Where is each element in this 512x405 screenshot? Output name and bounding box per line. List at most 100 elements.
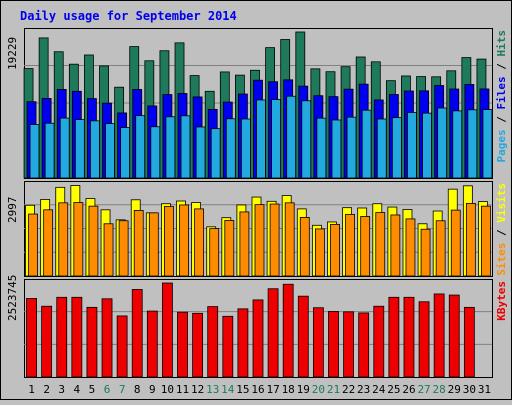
- bar-pages-6: [105, 123, 115, 179]
- x-tick-label: 31: [478, 383, 491, 396]
- panel-legend: Sites / Visits: [495, 183, 508, 276]
- x-tick-label: 13: [206, 383, 219, 396]
- x-tick-label: 8: [134, 383, 141, 396]
- x-tick-label: 29: [448, 383, 461, 396]
- bar-kbytes-8: [131, 289, 143, 378]
- bar-kbytes-22: [343, 311, 354, 378]
- bar-sites-22: [345, 213, 355, 277]
- bar-kbytes-29: [448, 294, 460, 378]
- x-tick-label: 7: [119, 383, 126, 396]
- bar-kbytes-21: [328, 311, 339, 378]
- bar-pages-18: [286, 95, 297, 179]
- bar-sites-24: [375, 212, 386, 277]
- bar-sites-4: [73, 202, 84, 277]
- x-tick-label: 14: [221, 383, 235, 396]
- panel-max-label: 2997: [6, 197, 19, 224]
- panel-visits-sites: 2997 Sites / Visits: [6, 181, 508, 277]
- x-tick-label: 5: [89, 383, 96, 396]
- bar-pages-22: [346, 116, 357, 179]
- panel-hits-files-pages: 19229 Pages / Files / Hits: [6, 28, 508, 179]
- bar-pages-1: [29, 124, 40, 179]
- x-tick-label: 21: [327, 383, 340, 396]
- bar-pages-26: [407, 112, 417, 179]
- bar-pages-21: [331, 119, 342, 179]
- bar-pages-12: [195, 126, 206, 179]
- x-tick-label: 3: [58, 383, 65, 396]
- bar-kbytes-5: [86, 306, 98, 378]
- bar-sites-31: [481, 205, 491, 277]
- legend-sites: Sites: [495, 243, 508, 276]
- x-tick-label: 27: [417, 383, 430, 396]
- bar-pages-24: [376, 118, 387, 179]
- bar-kbytes-15: [237, 308, 249, 378]
- bar-pages-17: [271, 99, 281, 179]
- x-tick-label: 16: [251, 383, 264, 396]
- x-tick-label: 17: [266, 383, 279, 396]
- bar-pages-9: [150, 126, 161, 179]
- bar-kbytes-6: [101, 298, 113, 378]
- x-tick-label: 6: [104, 383, 111, 396]
- panel-legend: Pages / Files / Hits: [495, 30, 508, 163]
- bar-pages-29: [452, 110, 463, 179]
- bar-sites-26: [405, 218, 416, 277]
- x-tick-label: 18: [282, 383, 295, 396]
- x-tick-label: 26: [402, 383, 415, 396]
- bar-kbytes-10: [162, 282, 173, 378]
- bar-sites-27: [420, 228, 431, 277]
- bar-sites-16: [254, 204, 265, 277]
- bar-pages-31: [482, 109, 493, 179]
- bar-pages-30: [467, 109, 478, 179]
- x-tick-label: 9: [149, 383, 156, 396]
- bar-kbytes-9: [146, 310, 158, 378]
- bar-kbytes-16: [252, 299, 264, 378]
- chart-title: Daily usage for September 2014: [20, 9, 237, 23]
- bar-kbytes-26: [403, 296, 415, 378]
- bar-pages-16: [256, 99, 266, 179]
- bar-pages-11: [180, 115, 191, 179]
- x-tick-label: 15: [236, 383, 249, 396]
- bar-pages-10: [165, 116, 176, 179]
- bar-pages-28: [437, 107, 448, 179]
- bar-sites-23: [360, 216, 371, 277]
- bar-kbytes-4: [71, 296, 83, 378]
- bar-sites-8: [133, 210, 144, 277]
- bar-sites-9: [148, 212, 159, 277]
- legend-kbytes: KBytes: [495, 281, 508, 321]
- bar-pages-27: [422, 112, 432, 179]
- bar-kbytes-28: [433, 293, 445, 378]
- bar-sites-11: [179, 204, 189, 277]
- x-tick-label: 22: [342, 383, 355, 396]
- bar-sites-30: [465, 203, 476, 277]
- bar-sites-20: [314, 228, 325, 277]
- x-tick-label: 2: [43, 383, 50, 396]
- bar-sites-15: [239, 211, 250, 277]
- bar-kbytes-2: [41, 305, 53, 378]
- bar-sites-18: [284, 202, 295, 277]
- bar-pages-23: [361, 109, 372, 179]
- bar-kbytes-18: [282, 283, 294, 378]
- x-tick-label: 19: [297, 383, 310, 396]
- bar-kbytes-20: [312, 307, 324, 378]
- bar-pages-14: [225, 118, 236, 179]
- chart-panels: 19229 Pages / Files / Hits 2997 Sites / Vis…: [6, 28, 508, 378]
- panel-max-label: 19229: [6, 37, 19, 70]
- bar-pages-2: [44, 122, 55, 179]
- legend-pages: Pages: [495, 129, 508, 162]
- x-tick-label: 11: [176, 383, 189, 396]
- bar-kbytes-19: [297, 295, 309, 378]
- x-tick-label: 1: [28, 383, 35, 396]
- bar-pages-20: [316, 117, 327, 179]
- x-tick-label: 4: [74, 383, 81, 396]
- bar-sites-5: [88, 205, 99, 277]
- bar-sites-6: [103, 223, 114, 277]
- bar-pages-7: [120, 127, 131, 179]
- bar-sites-19: [299, 216, 310, 277]
- bar-pages-15: [241, 118, 251, 179]
- bar-pages-4: [74, 119, 85, 179]
- x-tick-label: 25: [387, 383, 400, 396]
- bar-pages-5: [90, 120, 100, 179]
- x-axis: 1 2 3 4 5 6 7 8 9 10 11 12 13 14 15 16 17 18 19 20 21 22 23 24 2…: [28, 383, 491, 396]
- x-tick-label: 10: [161, 383, 174, 396]
